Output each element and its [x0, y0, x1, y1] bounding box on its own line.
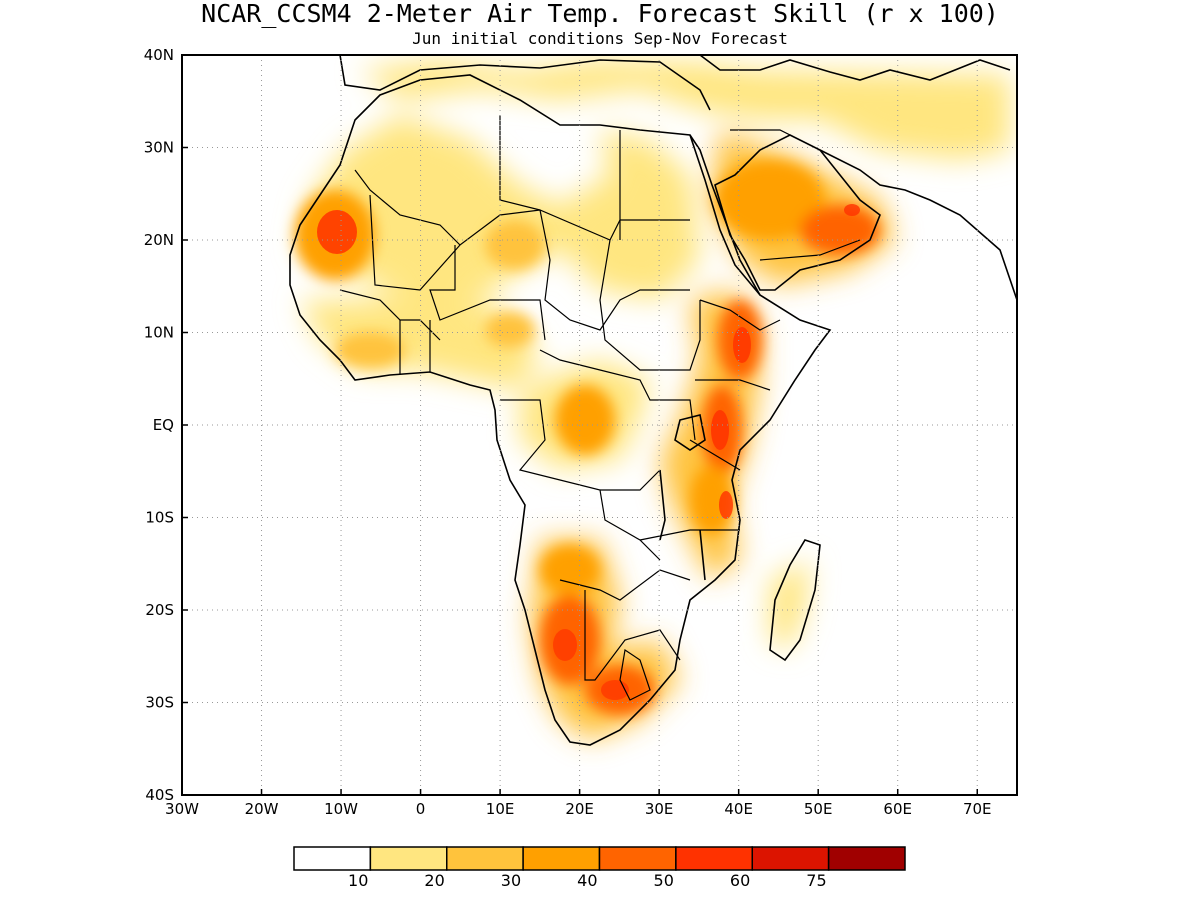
y-tick-label: 20N	[144, 231, 174, 249]
map-subtitle: Jun initial conditions Sep-Nov Forecast	[412, 29, 788, 48]
shading-layer	[295, 60, 1010, 740]
x-tick-label: 30W	[165, 800, 199, 818]
colorbar-swatch	[751, 846, 830, 871]
y-tick-label: 40S	[145, 786, 174, 804]
colorbar-label: 60	[730, 871, 750, 890]
colorbar-swatch	[522, 846, 601, 871]
colorbar-swatch	[293, 846, 372, 871]
x-tick-label: 20W	[245, 800, 279, 818]
y-tick-label: 30N	[144, 139, 174, 157]
y-axis: 40N 30N 20N 10N EQ 10S 20S 30S 40S	[144, 46, 188, 804]
colorbar-label: 50	[654, 871, 674, 890]
skill-shading-core	[317, 204, 860, 700]
colorbar: 10 20 30 40 50 60 75	[293, 846, 906, 890]
x-tick-label: 10W	[324, 800, 358, 818]
colorbar-label: 75	[806, 871, 826, 890]
x-tick-label: 20E	[565, 800, 594, 818]
y-tick-label: EQ	[153, 416, 174, 434]
coastlines	[289, 55, 1017, 746]
colorbar-swatch	[369, 846, 448, 871]
y-tick-label: 20S	[145, 601, 174, 619]
country-borders	[339, 115, 861, 701]
colorbar-swatch	[598, 846, 677, 871]
y-tick-label: 30S	[145, 694, 174, 712]
x-tick-label: 0	[416, 800, 426, 818]
gridlines	[182, 55, 1017, 795]
x-tick-label: 50E	[804, 800, 833, 818]
x-tick-label: 70E	[963, 800, 992, 818]
x-tick-label: 10E	[486, 800, 515, 818]
y-tick-label: 40N	[144, 46, 174, 64]
colorbar-swatch	[827, 846, 906, 871]
y-tick-label: 10N	[144, 324, 174, 342]
colorbar-label: 30	[501, 871, 521, 890]
colorbar-label: 20	[424, 871, 444, 890]
colorbar-label: 10	[348, 871, 368, 890]
x-tick-label: 30E	[645, 800, 674, 818]
y-tick-label: 10S	[145, 509, 174, 527]
map-title: NCAR_CCSM4 2-Meter Air Temp. Forecast Sk…	[201, 0, 999, 28]
colorbar-swatch	[675, 846, 753, 871]
colorbar-swatch	[446, 846, 524, 871]
x-tick-label: 60E	[883, 800, 912, 818]
colorbar-label: 40	[577, 871, 597, 890]
x-axis: 30W 20W 10W 0 10E 20E 30E 40E 50E 60E 70E	[165, 789, 992, 818]
x-tick-label: 40E	[724, 800, 753, 818]
